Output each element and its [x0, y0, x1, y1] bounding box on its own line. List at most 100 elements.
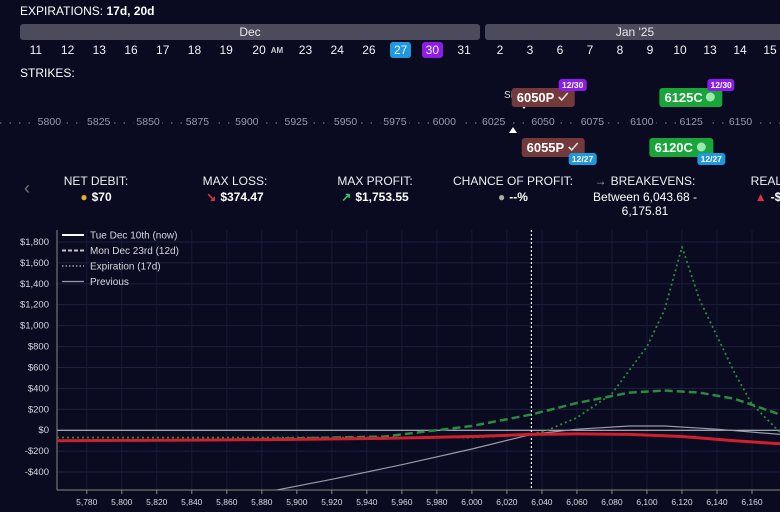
stat: MAX PROFIT: ↗ $1,753.55	[337, 174, 412, 204]
y-tick-label: $1,400	[20, 279, 49, 290]
date-cell[interactable]: 19	[210, 41, 242, 59]
series-line	[273, 425, 780, 490]
date-day: 14	[733, 43, 747, 57]
leg-icon	[567, 142, 578, 152]
strike-tick-label: 6100	[627, 116, 657, 128]
date-tag: AM	[270, 46, 284, 55]
x-tick-label: 5,800	[111, 497, 133, 507]
date-day: 31	[457, 43, 471, 57]
date-cell[interactable]: 6	[545, 41, 575, 59]
date-day: 15	[763, 43, 777, 57]
date-day: 9	[646, 43, 654, 57]
leg-label: 6120C	[654, 140, 693, 155]
strike-tick-label: 5850	[133, 116, 163, 128]
date-day: 18	[187, 43, 202, 57]
strike-selector: SP 5800 5825 5850 5875 5900 5925 5950 5975 6000 6…	[0, 79, 780, 168]
date-cell[interactable]: 8	[605, 41, 635, 59]
date-cell[interactable]: 16	[115, 41, 147, 59]
strike-tick-label: 5875	[182, 116, 213, 128]
date-cell[interactable]: 13	[695, 41, 725, 59]
leg-icon	[557, 92, 568, 102]
date-cell[interactable]: 9	[635, 41, 665, 59]
stat-value: Between 6,043.68 - 6,175.81	[575, 190, 715, 218]
date-day: 10	[673, 43, 687, 57]
leg-icon	[706, 92, 716, 102]
x-tick-label: 6,140	[706, 497, 728, 507]
x-tick-label: 6,080	[601, 497, 623, 507]
y-tick-label: $1,000	[20, 321, 49, 332]
date-day: 26	[362, 43, 376, 57]
date-cell[interactable]: 11	[20, 41, 52, 59]
stat-label-text: BREAKEVENS:	[610, 174, 696, 188]
expirations-value: 17d, 20d	[106, 4, 155, 18]
stat: NET DEBIT: ● $70	[64, 174, 128, 204]
y-tick-label: $600	[28, 362, 49, 373]
prev-arrow[interactable]: ‹	[24, 178, 30, 198]
stat-label: REALI	[751, 174, 780, 188]
x-tick-label: 5,960	[391, 497, 413, 507]
strikes-label: STRIKES:	[20, 66, 75, 80]
strike-leg[interactable]: 6055P 12/27	[521, 138, 597, 165]
y-tick-label: $200	[28, 404, 49, 415]
date-cell[interactable]: 12	[52, 41, 84, 59]
date-day: 19	[219, 43, 233, 57]
x-tick-label: 6,160	[741, 497, 763, 507]
strike-tick-label: 5975	[380, 116, 410, 128]
date-cell[interactable]: 15	[755, 41, 780, 59]
stat: → BREAKEVENS: Between 6,043.68 - 6,175.81	[575, 174, 715, 218]
date-cell[interactable]: 7	[575, 41, 605, 59]
strike-tick-label: 6150	[725, 116, 756, 128]
x-tick-label: 5,980	[426, 497, 448, 507]
x-tick-label: 5,820	[146, 497, 168, 507]
stat-label: MAX LOSS:	[203, 174, 268, 188]
legend-label: Previous	[90, 277, 129, 288]
date-day: 30	[421, 42, 444, 58]
date-cell[interactable]: 31	[448, 41, 480, 59]
x-tick-label: 5,940	[356, 497, 378, 507]
date-day: 23	[298, 43, 313, 57]
info-icon	[696, 142, 706, 152]
stat-icon: →	[594, 174, 607, 188]
stat-label-text: MAX LOSS:	[202, 174, 268, 188]
y-tick-label: -$400	[25, 467, 49, 478]
stat-icon: ●	[80, 190, 88, 204]
strike-leg[interactable]: 6125C 12/30	[659, 79, 735, 107]
strike-tick-label: 5950	[330, 116, 361, 128]
date-cell[interactable]: 17	[147, 41, 179, 59]
strike-tick-label: 5925	[281, 116, 311, 128]
stat-icon: ↗	[341, 190, 352, 204]
leg-icon	[696, 142, 706, 152]
date-day: 20	[252, 43, 266, 57]
date-cell[interactable]: 10	[665, 41, 695, 59]
strike-leg[interactable]: 6050P 12/30	[511, 79, 587, 107]
y-tick-label: $1,200	[20, 300, 49, 311]
strike-leg[interactable]: 6120C 12/27	[649, 138, 725, 165]
stat-label-text: REALI	[750, 174, 780, 188]
date-cell[interactable]: 2	[485, 41, 515, 59]
stat-value-text: $1,753.55	[355, 190, 409, 204]
date-cell[interactable]: 23	[290, 41, 322, 59]
strike-tick-label: 6000	[429, 116, 459, 128]
date-cell[interactable]: 13	[83, 41, 115, 59]
date-cell[interactable]: 30	[417, 41, 449, 59]
date-cell[interactable]: 24	[321, 41, 353, 59]
date-cell[interactable]: 14	[725, 41, 755, 59]
date-cell[interactable]: 18	[179, 41, 211, 59]
check-icon	[557, 92, 568, 102]
date-cell[interactable]: 20 AM	[242, 41, 290, 59]
leg-date-badge: 12/30	[559, 79, 587, 91]
date-cell[interactable]: 26	[353, 41, 385, 59]
stat-value: ↘ $374.47	[203, 190, 268, 204]
y-tick-label: -$200	[25, 446, 49, 457]
stat-label: MAX PROFIT:	[337, 174, 412, 188]
date-day: 2	[496, 43, 504, 57]
y-tick-label: $0	[38, 425, 49, 436]
date-cell[interactable]: 27	[385, 41, 417, 59]
stat-value: ● --%	[453, 190, 573, 204]
stat-value-text: --%	[509, 190, 528, 204]
date-day: 7	[586, 43, 594, 57]
date-cell[interactable]: 3	[515, 41, 545, 59]
date-day: 17	[156, 43, 170, 57]
y-tick-label: $1,600	[20, 258, 49, 269]
